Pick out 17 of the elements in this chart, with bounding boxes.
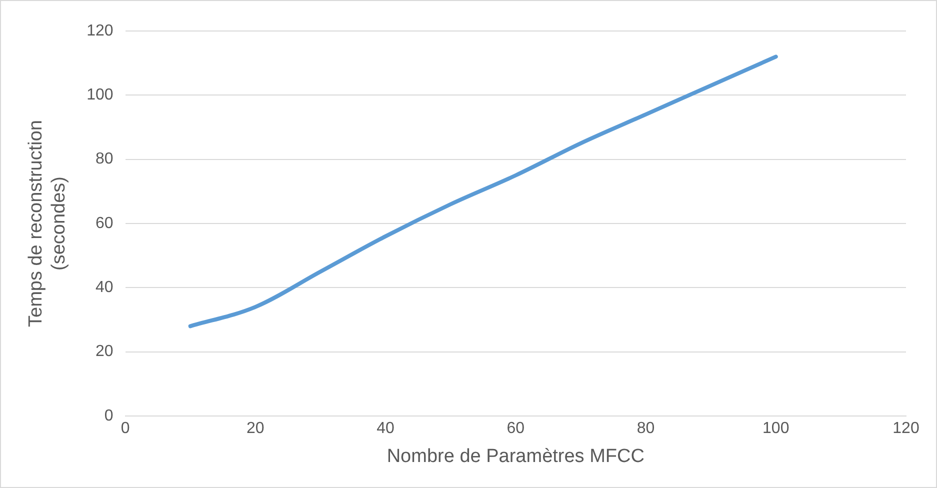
y-tick-label: 40: [96, 279, 114, 296]
y-tick-label: 20: [96, 343, 114, 360]
x-tick-label: 120: [892, 420, 920, 438]
y-tick-label: 60: [96, 214, 114, 232]
x-tick-label: 60: [506, 420, 525, 438]
x-tick-label: 20: [246, 420, 264, 438]
y-tick-label: 80: [96, 150, 114, 168]
x-tick-label: 80: [636, 420, 655, 438]
x-axis-title: Nombre de Paramètres MFCC: [386, 446, 644, 467]
x-tick-label: 0: [120, 420, 130, 438]
x-tick-label: 100: [762, 420, 790, 438]
y-tick-label: 120: [86, 22, 114, 40]
y-tick-label: 100: [86, 86, 114, 104]
y-tick-label: 0: [104, 407, 114, 424]
x-tick-label: 40: [376, 420, 395, 438]
y-axis-title: Temps de reconstruction (secondes): [26, 120, 70, 327]
line-series: [188, 54, 778, 328]
